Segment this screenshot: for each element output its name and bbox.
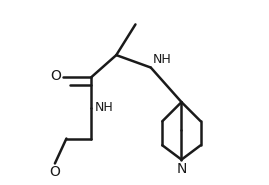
Text: O: O [49,165,60,179]
Text: NH: NH [153,53,171,66]
Text: N: N [176,162,187,176]
Text: O: O [50,69,61,83]
Text: NH: NH [95,101,114,114]
